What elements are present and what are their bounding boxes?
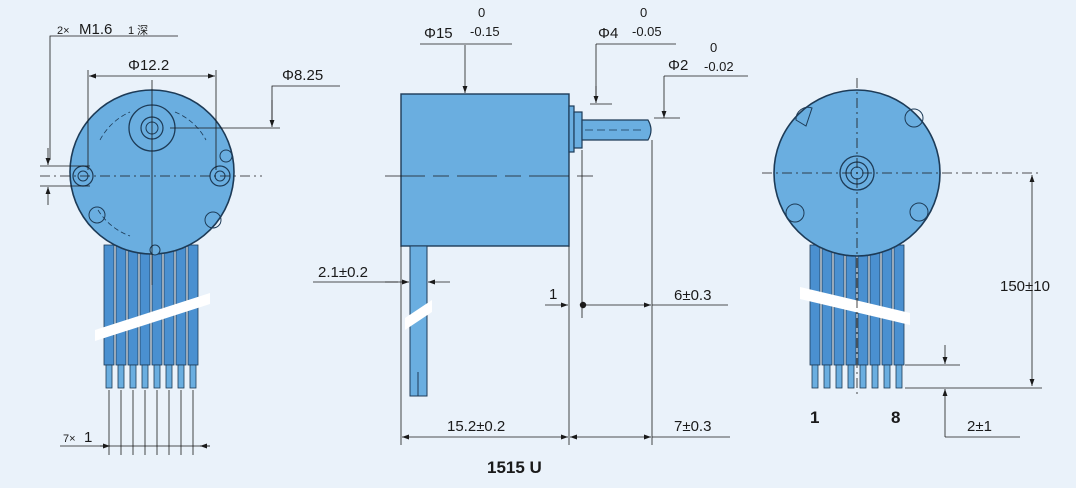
- shaft-offset-label: 6±0.3: [674, 287, 711, 304]
- left-pin: [153, 364, 161, 389]
- left-bolt-circle-arc: [99, 111, 131, 141]
- collar-dia-tol-lower: -0.05: [632, 24, 662, 39]
- pin-pitch-prefix: 7×: [63, 433, 76, 445]
- right-notch: [785, 203, 805, 223]
- middle-view: Φ15 0 -0.15 Φ4 0 -0.05 Φ2 0 -0.02 2.1±0.…: [313, 5, 748, 477]
- right-pin: [895, 364, 903, 389]
- model-label: 1515 U: [487, 458, 542, 477]
- collar-length-label: 1: [549, 286, 557, 303]
- pin-label-first: 1: [810, 408, 819, 427]
- right-pin: [883, 364, 891, 389]
- right-view: 150±10 2±1 1 8: [762, 78, 1050, 438]
- left-pin: [117, 364, 125, 389]
- right-pin: [871, 364, 879, 389]
- boss-leader: [271, 85, 340, 126]
- right-notch: [795, 106, 813, 127]
- right-wire: [881, 244, 893, 366]
- right-pin: [859, 364, 867, 389]
- bolt-circle-label: Φ12.2: [128, 57, 169, 74]
- body-dia-tol-upper: 0: [478, 5, 485, 20]
- shaft-collar: [568, 105, 575, 153]
- middle-break-band: [405, 300, 432, 330]
- shaft-length-label: 7±0.3: [674, 418, 711, 435]
- left-break-band: [95, 293, 210, 341]
- left-bump: [88, 206, 106, 224]
- left-wire: [127, 244, 139, 366]
- right-wire: [893, 244, 905, 366]
- left-wire: [151, 244, 163, 366]
- shaft-collar-ring: [573, 111, 583, 149]
- left-view: 2× M1.6 1 深 Φ12.2 Φ8.25 7× 1: [40, 21, 340, 455]
- left-pin: [141, 364, 149, 389]
- body-dia-label: Φ15: [424, 25, 453, 42]
- right-break-band: [800, 287, 910, 325]
- screw-leader: [49, 35, 178, 160]
- left-wire: [163, 244, 175, 366]
- left-bump: [149, 244, 161, 256]
- left-bolt-circle-arc: [174, 111, 207, 141]
- left-pin: [105, 364, 113, 389]
- offset-datum-dot: [579, 301, 587, 309]
- right-wire: [809, 244, 821, 366]
- pin-pitch-ext-lines: [108, 390, 194, 455]
- left-bolt-circle-arc: [97, 209, 131, 237]
- body-length-label: 15.2±0.2: [447, 418, 505, 435]
- body-dia-tol-lower: -0.15: [470, 24, 500, 39]
- left-wire: [115, 244, 127, 366]
- shaft-dia-label: Φ2: [668, 57, 688, 74]
- shaft-dia-tol-upper: 0: [710, 40, 717, 55]
- shaft-dia-tol-lower: -0.02: [704, 59, 734, 74]
- right-pin: [835, 364, 843, 389]
- screw-spec-depth: 1 深: [128, 24, 148, 37]
- motor-body-side: [400, 93, 570, 247]
- left-pin: [165, 364, 173, 389]
- screw-spec-main: M1.6: [79, 21, 112, 38]
- left-bump: [219, 149, 233, 163]
- left-wire: [139, 244, 151, 366]
- left-wire: [103, 244, 115, 366]
- left-pin: [129, 364, 137, 389]
- pin-pitch-main: 1: [84, 429, 92, 446]
- left-pin: [189, 364, 197, 389]
- pin-tip-label: 2±1: [967, 418, 992, 435]
- collar-dia-tol-upper: 0: [640, 5, 647, 20]
- pin-label-last: 8: [891, 408, 900, 427]
- collar-dia-label: Φ4: [598, 25, 618, 42]
- right-pin: [811, 364, 819, 389]
- right-pin: [847, 364, 855, 389]
- right-notch: [909, 202, 929, 222]
- lead-width-label: 2.1±0.2: [318, 264, 368, 281]
- right-pin: [823, 364, 831, 389]
- left-pin: [177, 364, 185, 389]
- left-bump: [204, 211, 222, 229]
- boss-diameter-label: Φ8.25: [282, 67, 323, 84]
- right-notch: [904, 108, 924, 128]
- lead-length-label: 150±10: [1000, 278, 1050, 295]
- screw-spec-prefix: 2×: [57, 25, 70, 37]
